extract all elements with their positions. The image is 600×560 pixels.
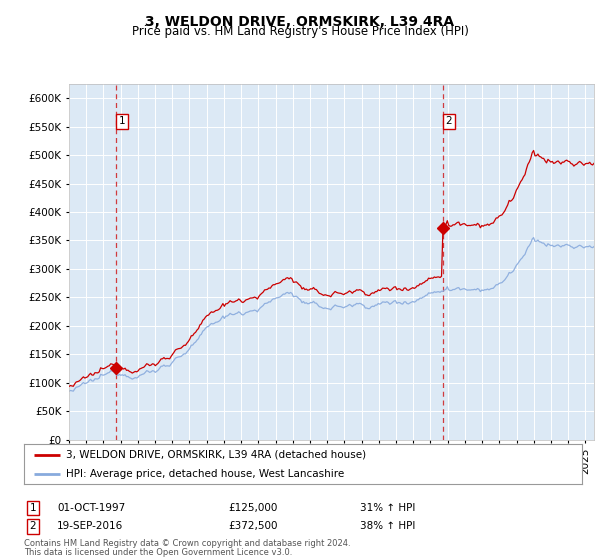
Text: 2: 2	[29, 521, 37, 531]
Text: £372,500: £372,500	[228, 521, 277, 531]
Text: 2: 2	[445, 116, 452, 127]
Text: 31% ↑ HPI: 31% ↑ HPI	[360, 503, 415, 513]
Text: 1: 1	[29, 503, 37, 513]
Text: £125,000: £125,000	[228, 503, 277, 513]
Text: 3, WELDON DRIVE, ORMSKIRK, L39 4RA (detached house): 3, WELDON DRIVE, ORMSKIRK, L39 4RA (deta…	[66, 450, 366, 460]
Text: 1: 1	[119, 116, 125, 127]
Text: Contains HM Land Registry data © Crown copyright and database right 2024.: Contains HM Land Registry data © Crown c…	[24, 539, 350, 548]
Text: 01-OCT-1997: 01-OCT-1997	[57, 503, 125, 513]
Text: HPI: Average price, detached house, West Lancashire: HPI: Average price, detached house, West…	[66, 469, 344, 479]
Text: Price paid vs. HM Land Registry's House Price Index (HPI): Price paid vs. HM Land Registry's House …	[131, 25, 469, 38]
Text: 38% ↑ HPI: 38% ↑ HPI	[360, 521, 415, 531]
Text: 19-SEP-2016: 19-SEP-2016	[57, 521, 123, 531]
Text: 3, WELDON DRIVE, ORMSKIRK, L39 4RA: 3, WELDON DRIVE, ORMSKIRK, L39 4RA	[145, 15, 455, 29]
Text: This data is licensed under the Open Government Licence v3.0.: This data is licensed under the Open Gov…	[24, 548, 292, 557]
